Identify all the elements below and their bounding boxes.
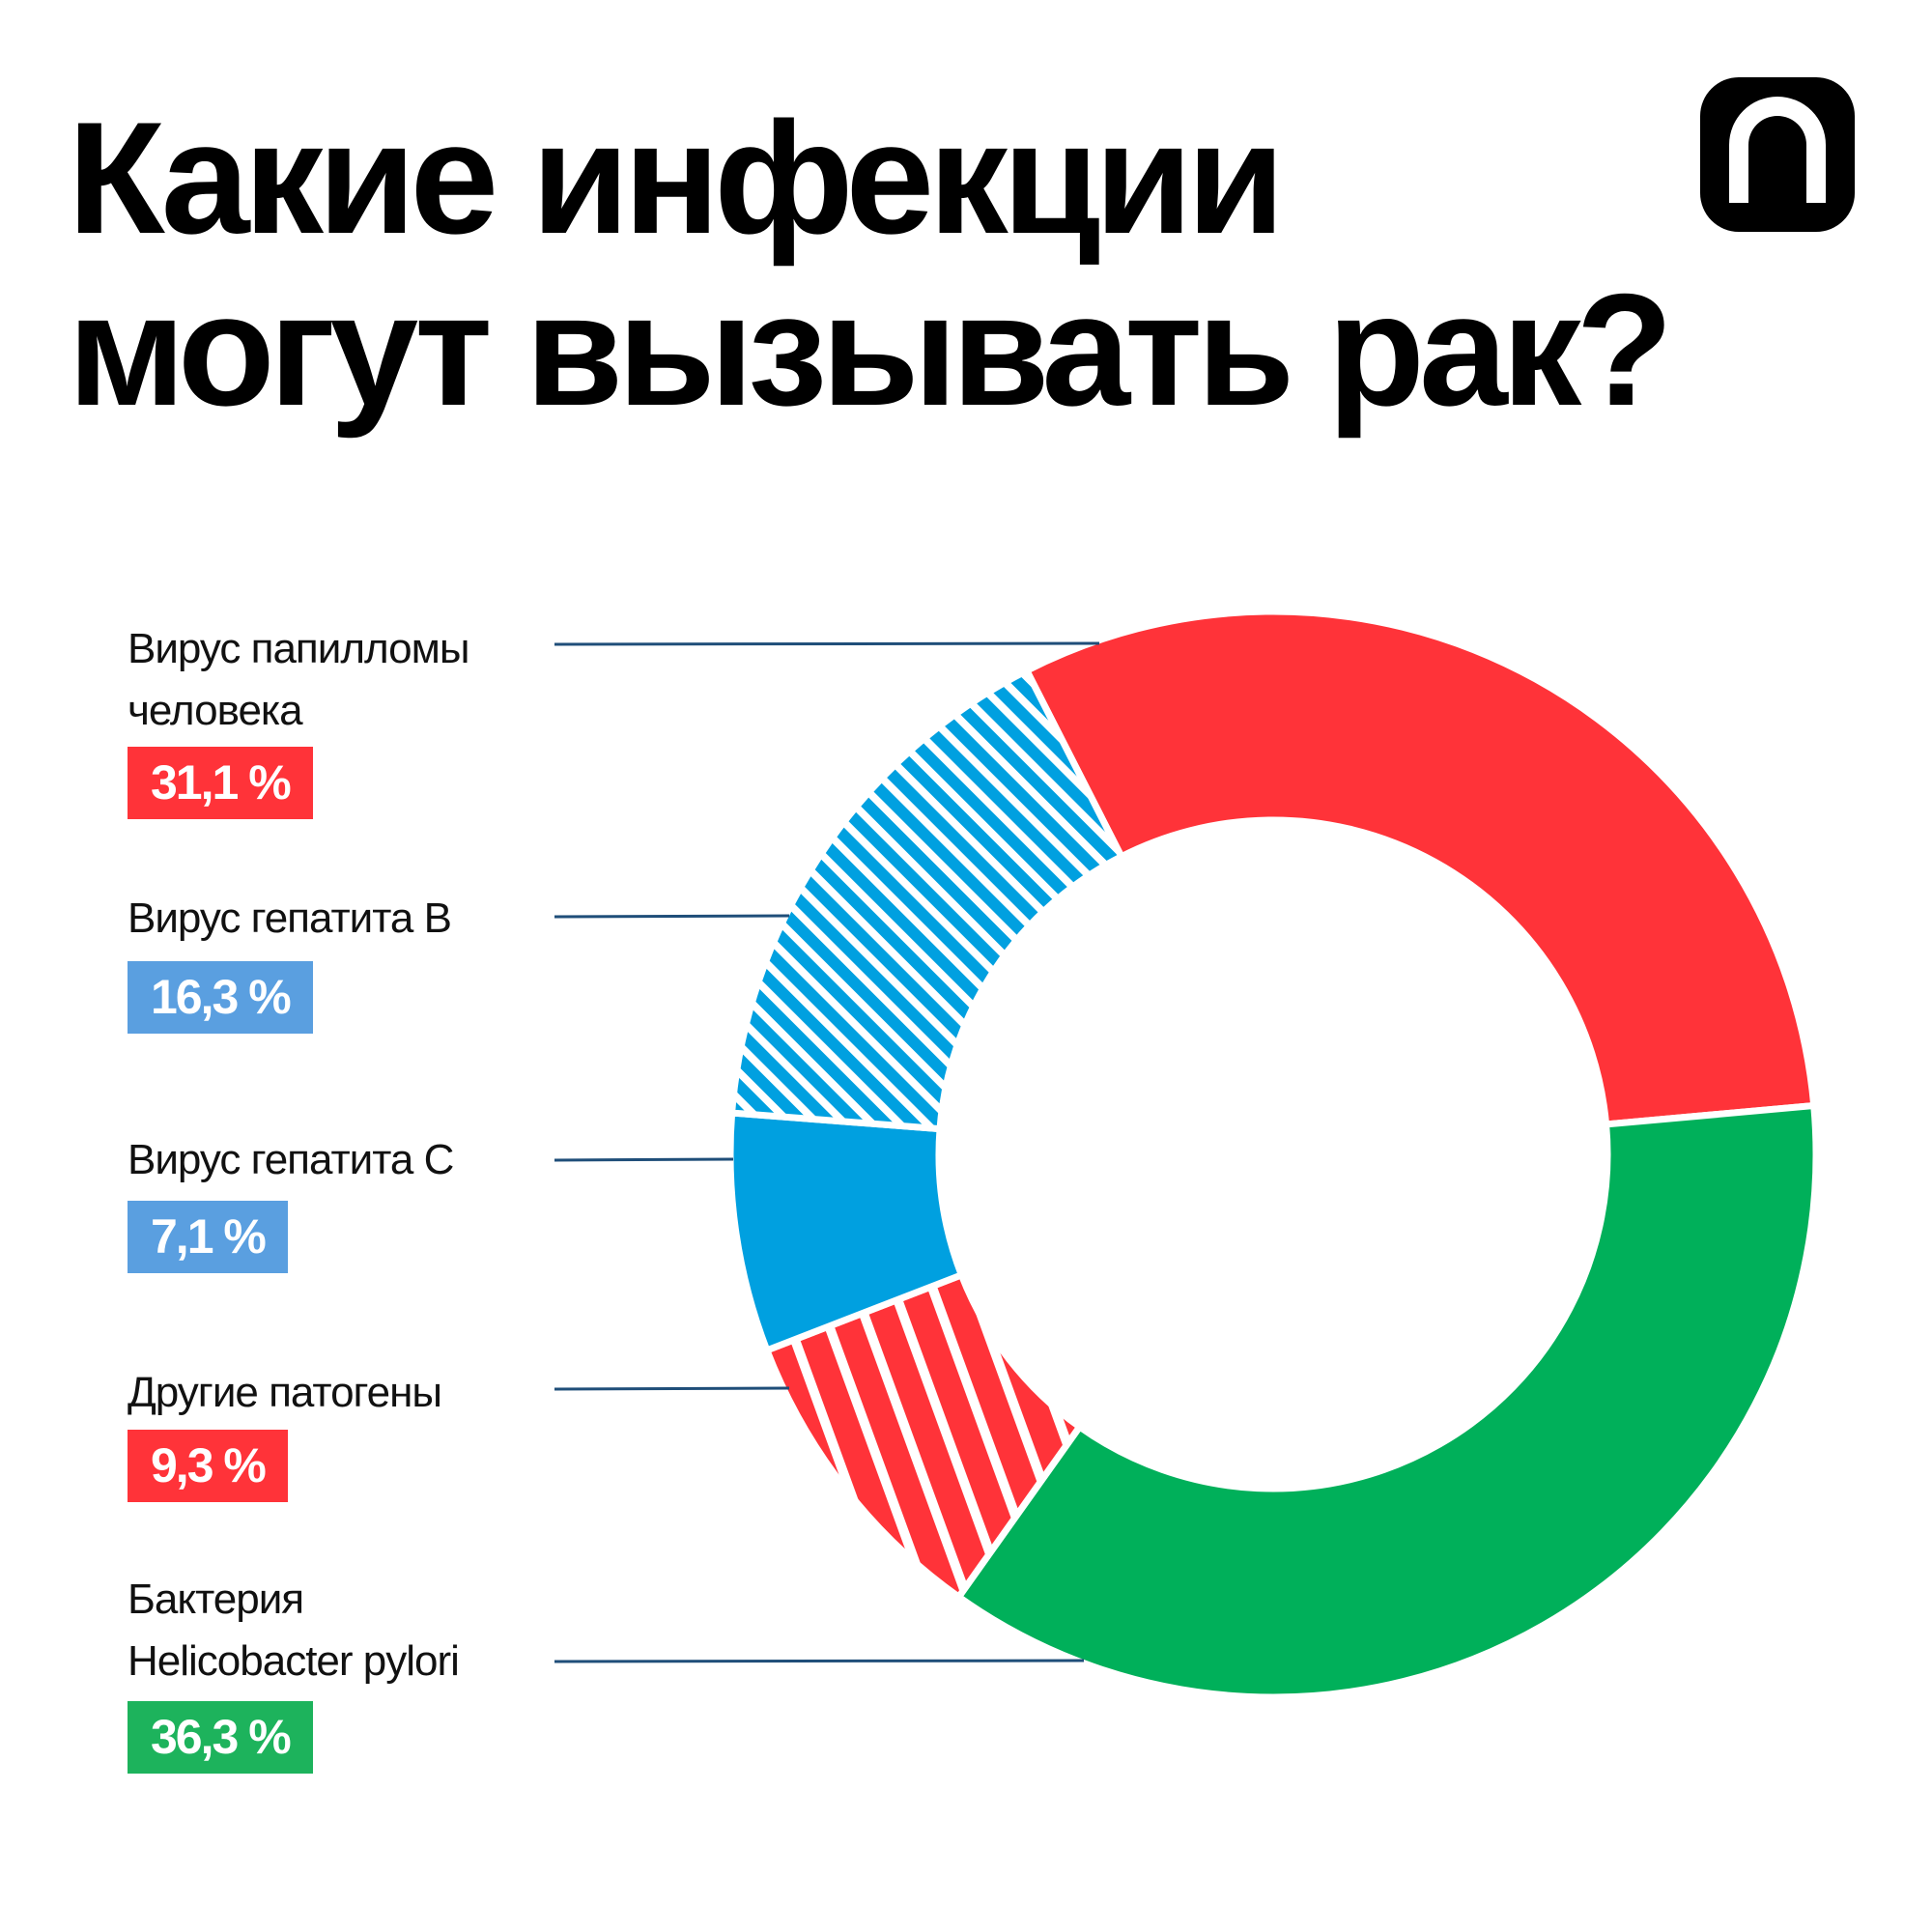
value-badge-hpylori: 36,3 % bbox=[128, 1701, 313, 1774]
leader-line-hcv bbox=[554, 1157, 734, 1162]
legend-label-hpv: Вирус папилломы человека bbox=[128, 625, 470, 734]
leader-line-other bbox=[554, 1386, 790, 1391]
legend-label-hpylori: Бактерия Helicobacter pylori bbox=[128, 1576, 460, 1685]
logo-n-icon bbox=[1700, 77, 1855, 232]
donut-slice-hpylori bbox=[953, 1101, 1820, 1701]
page-title: Какие инфекции могут вызывать рак? bbox=[68, 89, 1673, 439]
leader-line-hpv bbox=[554, 641, 1100, 646]
value-badge-hcv: 7,1 % bbox=[128, 1201, 288, 1273]
donut-slice-hbv bbox=[727, 666, 1126, 1133]
legend-label-hcv: Вирус гепатита C bbox=[128, 1136, 454, 1183]
value-badge-hpv: 31,1 % bbox=[128, 747, 313, 819]
legend-label-other: Другие патогены bbox=[128, 1369, 442, 1416]
leader-line-hbv bbox=[554, 914, 790, 919]
value-badge-other: 9,3 % bbox=[128, 1430, 288, 1502]
legend-label-hbv: Вирус гепатита B bbox=[128, 895, 452, 942]
value-badge-hbv: 16,3 % bbox=[128, 961, 313, 1034]
leader-line-hpylori bbox=[554, 1659, 1085, 1663]
donut-slice-hpv bbox=[1022, 608, 1818, 1128]
